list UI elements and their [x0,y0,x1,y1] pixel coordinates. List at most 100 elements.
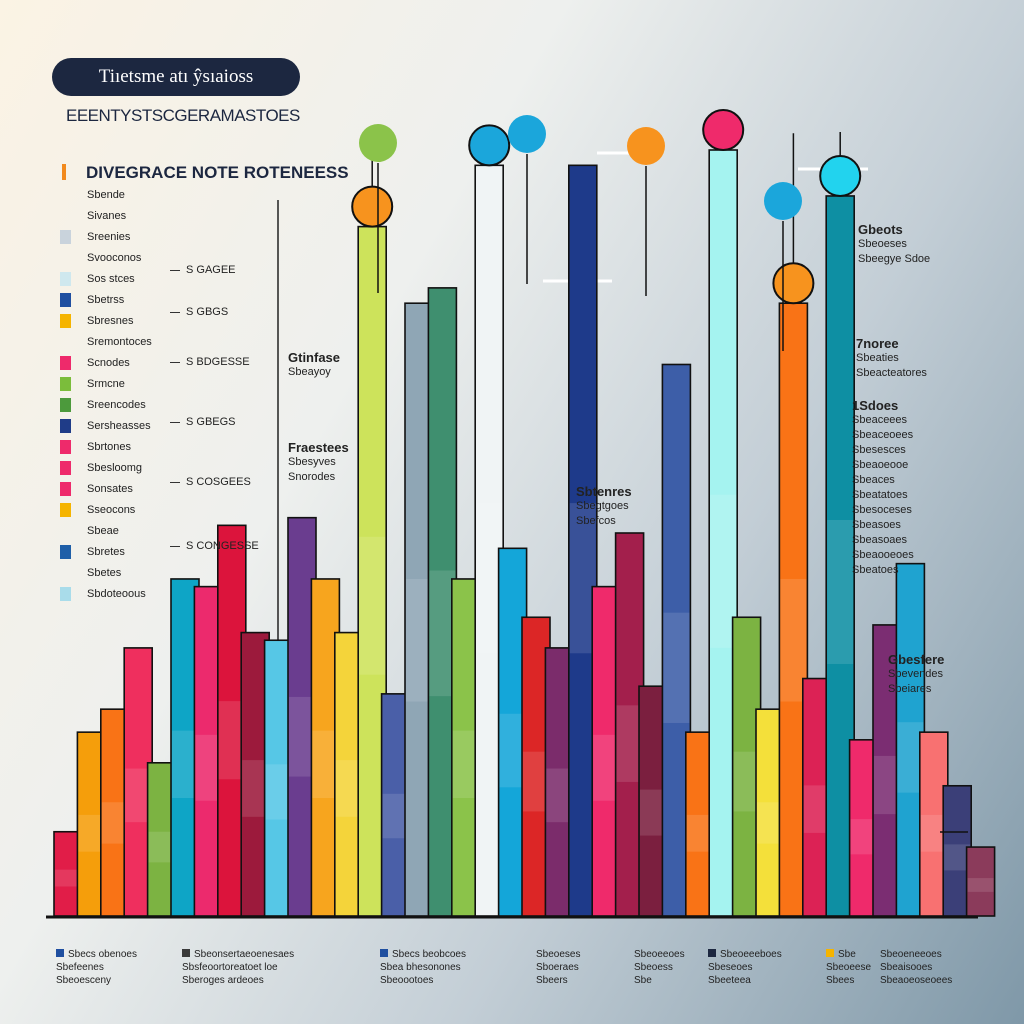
legend-item: Sseocons [60,499,152,520]
footer-line: Sbeaoeoseoees [880,975,953,986]
annotation-line: Sbesoceses [852,504,912,516]
legend-label: Sreenies [87,230,131,243]
legend-swatch [60,313,71,328]
annotation-title: 1Sdoes [852,398,899,413]
legend-heading-marker [62,164,66,180]
annotation: 1Sdoes Sbeaceees Sbeaceoees Sbesesces Sbeaoe… [852,398,914,578]
legend-label: Sonsates [87,482,133,495]
legend-label: Sbeae [87,524,119,537]
annotation-line: Sbevendes [888,668,944,680]
legend-label: Sreencodes [87,398,146,411]
footer-item: Sbe Sbeoeese Sbees [826,948,871,987]
footer-line: Sbeoeeoes [634,949,685,960]
bar-shade [55,869,81,887]
value-label: S BDGESSE [170,356,250,368]
marker-dot [351,185,394,228]
legend-label: Sbetes [87,566,122,579]
legend-heading-text: DIVEGRACE NOTE ROTENEESS [86,163,349,182]
footer-line: Sbees [826,975,855,986]
annotation-line: Sbeegye Sdoe [858,253,931,265]
legend-swatch [60,460,71,475]
annotation-line: Sbeasoes [852,519,901,531]
value-label: S GBGS [170,306,228,318]
annotation-line: Sbeaceoees [852,429,914,441]
annotation-line: Sbeasoaes [852,534,908,546]
marker-dot [772,262,815,305]
legend-item: Sbretes [60,541,152,562]
footer-item: Sbeonsertaeoenesaes Sbsfeoortoreatoet loe… [182,948,294,987]
annotation-line: Snorodes [288,471,336,483]
footer-line: Sberoges ardeoes [182,975,264,986]
legend-item: Svooconos [60,247,152,268]
bar-rect [965,846,996,917]
marker-dot [359,124,397,162]
footer-item: Sbeoeses Sboeraes Sbeers [536,948,580,987]
annotation-line: Sbegtgoes [576,500,629,512]
annotation-line: Sbeaoeooe [852,459,909,471]
legend-item: Sreenies [60,226,152,247]
legend-swatch [60,524,71,538]
footer-line: Sbeoeneeoes [880,949,942,960]
bar [772,133,815,917]
annotation-line: Sbeacteatores [856,367,927,379]
legend-label: Sivanes [87,209,127,222]
legend-swatch [60,502,71,517]
footer-line: Sbeoesceny [56,975,112,986]
footer-item: Sbecs beobcoes Sbea bhesonones Sbeoootoes [380,948,466,987]
marker-dot [627,127,665,165]
bar [468,124,511,917]
footer-line: Sbeoeese [826,962,872,973]
legend-label: Sbresnes [87,314,134,327]
annotation-line: Sbesyves [288,456,336,468]
bar [819,132,862,917]
footer-item: Sbeoeeoes Sbeoess Sbe [634,948,685,987]
footer-line: Sbeseoes [708,962,753,973]
legend-swatch [60,292,71,307]
bar-shade [967,878,994,892]
footer-line: Sbe [826,948,871,961]
annotation-line: Sbeatatoes [852,489,908,501]
legend-item: Sivanes [60,205,152,226]
bar-shade [827,519,854,664]
legend-item: Sersheasses [60,415,152,436]
footer-item: Sbecs obenoes Sbefeenes Sbeoesceny [56,948,137,987]
legend-swatch [60,481,71,496]
marker-dot [819,154,862,197]
bar [567,164,598,917]
legend-item: Sbesloomg [60,457,152,478]
legend-swatch [60,188,71,202]
footer-line: Sbeoeeeboes [708,948,782,961]
footer-swatch [826,949,834,957]
annotation-title: Sbtenres [576,484,632,499]
annotation-line: Sbeaties [856,352,899,364]
legend-item: Sbdoteoous [60,583,152,604]
footer-line: Sbecs obenoes [56,948,137,961]
footer-line: Sbeers [536,975,568,986]
legend-label: Sbdoteoous [87,587,146,600]
legend-label: Sbetrss [87,293,125,306]
legend-swatch [60,376,71,391]
bar [351,132,394,917]
legend-item: Sbeae [60,520,152,541]
legend: Sbende Sivanes Sreenies Svooconos Sos stces S… [60,184,152,604]
footer-swatch [182,949,190,957]
legend-item: Scnodes [60,352,152,373]
annotation-title: 7noree [856,336,899,351]
footer-line: Sbecs beobcoes [380,948,466,961]
annotation-line: Sbesesces [852,444,906,456]
footer-line: Sbeoeses [536,949,581,960]
value-label: S COSGEES [170,476,251,488]
marker-dot [508,115,546,153]
value-label: S GAGEE [170,264,236,276]
bar-shade [663,612,690,723]
legend-label: Sbrtones [87,440,132,453]
legend-label: Sersheasses [87,419,151,432]
footer-line: Sbeaisooes [880,962,933,973]
legend-item: Sbetes [60,562,152,583]
legend-label: Sos stces [87,272,135,285]
legend-swatch [60,566,71,580]
annotation-line: Sbeiares [888,683,932,695]
annotation: Gbesfere Sbevendes Sbeiares [888,652,944,697]
value-label: S CONGESSE [170,540,259,552]
annotation: Gtinfase Sbeayoy [288,350,340,380]
